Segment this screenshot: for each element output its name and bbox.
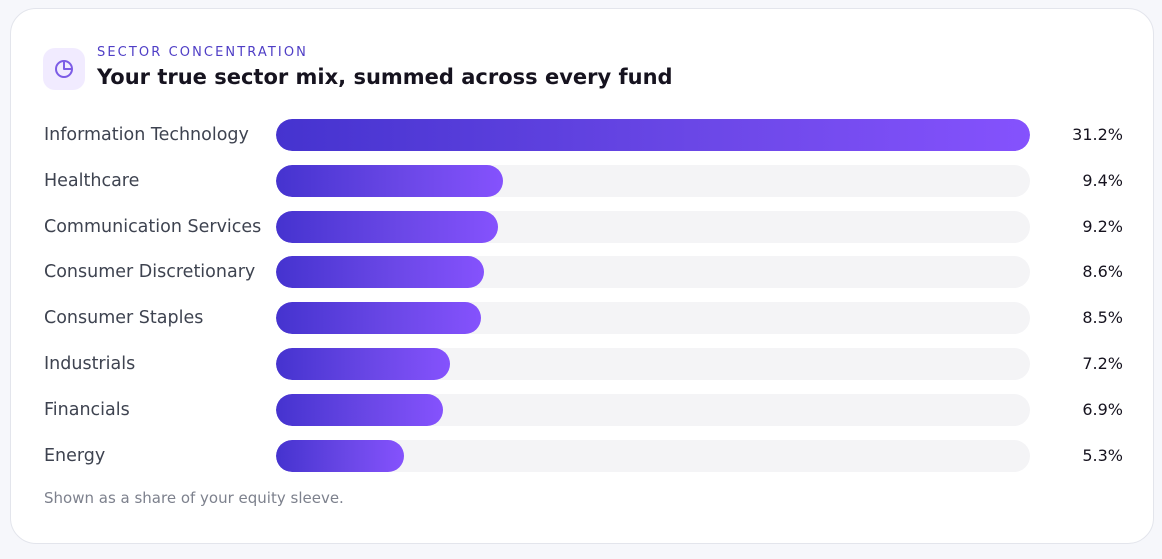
bar-track <box>276 256 1030 289</box>
sector-value: 9.2% <box>1082 216 1123 236</box>
sector-bar <box>276 210 498 243</box>
sector-label: Communication Services <box>44 216 262 237</box>
bar-track <box>276 439 1030 472</box>
sector-row: Consumer Staples 8.5% <box>11 302 1155 335</box>
sector-row: Industrials 7.2% <box>11 348 1155 380</box>
sector-bar <box>276 164 503 197</box>
bar-track <box>276 393 1030 426</box>
card-title: Your true sector mix, summed across ever… <box>97 65 673 89</box>
sector-value: 6.9% <box>1082 399 1123 419</box>
sector-row: Communication Services 9.2% <box>11 210 1155 243</box>
sector-value: 8.5% <box>1082 308 1123 328</box>
sector-label: Industrials <box>44 354 136 374</box>
sector-row: Information Technology 31.2% <box>11 119 1155 151</box>
sector-row: Healthcare 9.4% <box>11 164 1155 197</box>
sector-bar <box>276 393 443 426</box>
sector-label: Energy <box>44 445 106 466</box>
sector-bar <box>276 302 481 335</box>
sector-row: Financials 6.9% <box>11 393 1155 426</box>
sector-bar <box>276 348 450 380</box>
bar-track <box>276 164 1030 197</box>
sector-label: Financials <box>44 399 130 420</box>
sector-value: 5.3% <box>1082 445 1123 465</box>
sector-row: Energy 5.3% <box>11 439 1155 472</box>
bar-track <box>276 210 1030 243</box>
footnote: Shown as a share of your equity sleeve. <box>44 489 344 507</box>
sector-value: 7.2% <box>1082 354 1123 373</box>
bar-track <box>276 119 1030 151</box>
sector-value: 9.4% <box>1082 170 1123 190</box>
sector-bar <box>276 439 404 472</box>
section-eyebrow: SECTOR CONCENTRATION <box>97 45 308 60</box>
sector-label: Healthcare <box>44 170 140 191</box>
sector-bar <box>276 256 484 289</box>
sector-label: Information Technology <box>44 125 249 145</box>
sector-row: Consumer Discretionary 8.6% <box>11 256 1155 289</box>
sector-label: Consumer Discretionary <box>44 262 256 283</box>
sector-concentration-card: SECTOR CONCENTRATION Your true sector mi… <box>10 8 1154 544</box>
sector-value: 31.2% <box>1072 125 1123 144</box>
sector-value: 8.6% <box>1082 262 1123 282</box>
sector-label: Consumer Staples <box>44 308 204 329</box>
bar-track <box>276 302 1030 335</box>
pie-chart-icon <box>43 48 85 90</box>
bar-track <box>276 348 1030 380</box>
sector-bar <box>276 119 1030 151</box>
